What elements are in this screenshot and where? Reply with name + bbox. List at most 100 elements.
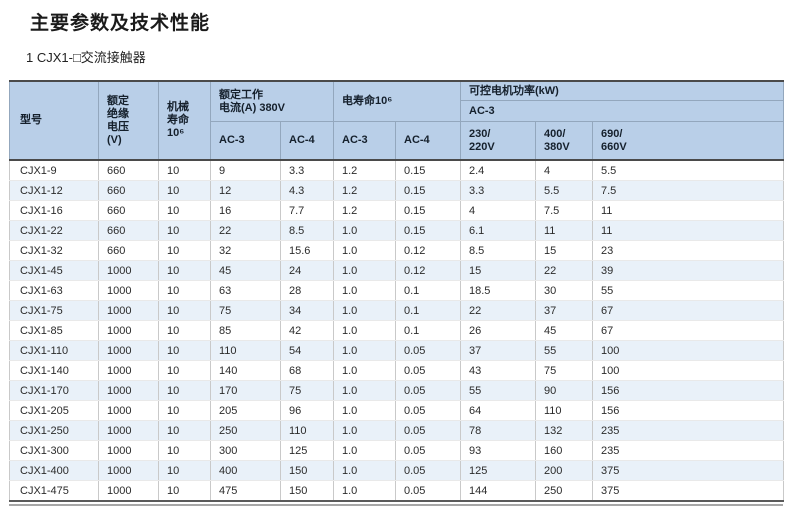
table-cell: 375 (592, 480, 784, 502)
page-title: 主要参数及技术性能 (30, 13, 211, 34)
table-cell: 75 (535, 360, 593, 381)
table-cell: 400 (210, 460, 281, 481)
table-cell: 39 (592, 260, 784, 281)
table-cell: 63 (210, 280, 281, 301)
table-cell: CJX1-85 (9, 320, 99, 341)
table-cell: 10 (158, 460, 211, 481)
table-cell: 660 (98, 220, 159, 241)
table-row: CJX1-170 1000 10 170 75 1.0 0.05 55 90 156 (9, 380, 784, 401)
header-model: 型号 (9, 80, 99, 161)
table-cell: 200 (535, 460, 593, 481)
table-row: CJX1-110 1000 10 110 54 1.0 0.05 37 55 100 (9, 340, 784, 361)
table-cell: 660 (98, 240, 159, 261)
table-cell: 1.2 (333, 160, 396, 181)
table-cell: 235 (592, 420, 784, 441)
table-cell: CJX1-205 (9, 400, 99, 421)
table-cell: 1000 (98, 480, 159, 502)
table-cell: 0.15 (395, 180, 461, 201)
table-cell: 93 (460, 440, 536, 461)
table-cell: 75 (280, 380, 334, 401)
table-cell: 375 (592, 460, 784, 481)
table-cell: 30 (535, 280, 593, 301)
section-subtitle: 1 CJX1-□交流接触器 (26, 50, 146, 65)
table-cell: 24 (280, 260, 334, 281)
table-cell: CJX1-400 (9, 460, 99, 481)
table-cell: 1000 (98, 280, 159, 301)
table-cell: 0.12 (395, 240, 461, 261)
table-cell: CJX1-170 (9, 380, 99, 401)
table-row: CJX1-22 660 10 22 8.5 1.0 0.15 6.1 11 11 (9, 220, 784, 241)
table-cell: 235 (592, 440, 784, 461)
table-row: CJX1-32 660 10 32 15.6 1.0 0.12 8.5 15 23 (9, 240, 784, 261)
table-cell: 15 (460, 260, 536, 281)
table-cell: 4 (535, 160, 593, 181)
table-cell: 1.0 (333, 440, 396, 461)
table-cell: 15.6 (280, 240, 334, 261)
table-cell: 0.05 (395, 360, 461, 381)
table-cell: CJX1-63 (9, 280, 99, 301)
header-mech-life: 机械 寿命 10⁶ (158, 80, 211, 161)
table-row: CJX1-250 1000 10 250 110 1.0 0.05 78 132 235 (9, 420, 784, 441)
table-cell: 68 (280, 360, 334, 381)
table-cell: 18.5 (460, 280, 536, 301)
table-cell: 100 (592, 340, 784, 361)
table-cell: 1.0 (333, 260, 396, 281)
table-cell: 4 (460, 200, 536, 221)
table-header: 型号 额定 绝缘 电压 (V) 机械 寿命 10⁶ 额定工作 电流(A) 380… (9, 80, 784, 161)
table-row: CJX1-85 1000 10 85 42 1.0 0.1 26 45 67 (9, 320, 784, 341)
table-cell: 32 (210, 240, 281, 261)
table-row: CJX1-400 1000 10 400 150 1.0 0.05 125 200 375 (9, 460, 784, 481)
table-body: CJX1-9 660 10 9 3.3 1.2 0.15 2.4 4 5.5 CJX1-12 660 1… (9, 160, 784, 502)
table-row: CJX1-140 1000 10 140 68 1.0 0.05 43 75 100 (9, 360, 784, 381)
table-cell: 0.1 (395, 320, 461, 341)
table-cell: 1000 (98, 380, 159, 401)
table-cell: 9 (210, 160, 281, 181)
table-cell: 0.05 (395, 480, 461, 502)
table-cell: 10 (158, 160, 211, 181)
table-cell: 26 (460, 320, 536, 341)
table-cell: CJX1-12 (9, 180, 99, 201)
table-row: CJX1-12 660 10 12 4.3 1.2 0.15 3.3 5.5 7.5 (9, 180, 784, 201)
table-cell: 10 (158, 280, 211, 301)
table-cell: 660 (98, 160, 159, 181)
table-cell: 125 (280, 440, 334, 461)
table-row: CJX1-16 660 10 16 7.7 1.2 0.15 4 7.5 11 (9, 200, 784, 221)
table-cell: 1000 (98, 440, 159, 461)
table-cell: 1.0 (333, 380, 396, 401)
table-cell: 250 (535, 480, 593, 502)
table-cell: 1000 (98, 340, 159, 361)
table-cell: 5.5 (535, 180, 593, 201)
table-cell: 1.0 (333, 360, 396, 381)
table-cell: 10 (158, 380, 211, 401)
table-cell: 1.2 (333, 180, 396, 201)
table-cell: 0.15 (395, 220, 461, 241)
table-cell: 8.5 (280, 220, 334, 241)
table-cell: CJX1-110 (9, 340, 99, 361)
header-rated-current: 额定工作 电流(A) 380V (210, 80, 334, 122)
header-elec-life: 电寿命10⁶ (333, 80, 461, 122)
table-cell: 10 (158, 260, 211, 281)
table-cell: 205 (210, 400, 281, 421)
table-cell: 10 (158, 360, 211, 381)
table-cell: 110 (210, 340, 281, 361)
spec-table-container: 型号 额定 绝缘 电压 (V) 机械 寿命 10⁶ 额定工作 电流(A) 380… (9, 80, 784, 506)
table-cell: 10 (158, 320, 211, 341)
table-cell: 1.0 (333, 300, 396, 321)
spec-table: 型号 额定 绝缘 电压 (V) 机械 寿命 10⁶ 额定工作 电流(A) 380… (9, 80, 784, 502)
table-cell: 0.05 (395, 400, 461, 421)
table-cell: 1.0 (333, 320, 396, 341)
table-cell: 55 (592, 280, 784, 301)
table-cell: CJX1-32 (9, 240, 99, 261)
table-cell: 10 (158, 200, 211, 221)
header-life-ac3: AC-3 (333, 121, 396, 161)
table-cell: CJX1-9 (9, 160, 99, 181)
table-cell: 150 (280, 480, 334, 502)
header-current-ac3: AC-3 (210, 121, 281, 161)
table-cell: 100 (592, 360, 784, 381)
table-row: CJX1-475 1000 10 475 150 1.0 0.05 144 250 375 (9, 480, 784, 502)
table-cell: 78 (460, 420, 536, 441)
table-cell: 11 (535, 220, 593, 241)
table-cell: CJX1-140 (9, 360, 99, 381)
table-cell: 10 (158, 180, 211, 201)
